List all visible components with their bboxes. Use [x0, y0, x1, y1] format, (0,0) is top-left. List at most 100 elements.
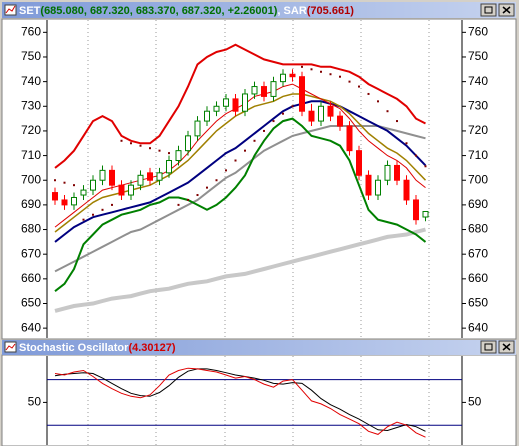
- overlay-line: [54, 117, 427, 292]
- sar-dot: [272, 120, 275, 123]
- candle-body: [194, 120, 201, 137]
- sar-dot: [310, 68, 313, 71]
- y-tick-label: 700: [21, 172, 41, 186]
- sar-dot: [291, 105, 294, 108]
- candle-body: [232, 98, 239, 112]
- candle-body: [71, 196, 77, 206]
- overlay-line: [54, 125, 426, 273]
- candle-body: [80, 189, 87, 196]
- y-tick-label: 700: [468, 172, 488, 186]
- sar-dot: [120, 139, 123, 142]
- candle-body: [289, 73, 296, 78]
- sar-dot: [73, 184, 75, 187]
- sar-dot: [415, 154, 417, 157]
- overlay-line: [54, 43, 426, 169]
- candle-body: [308, 110, 315, 122]
- y-tick-label: 650: [468, 296, 488, 310]
- title-bar: SET(685.080, 687.320, 683.370, 687.320, …: [2, 2, 516, 18]
- y-tick-label: 640: [21, 320, 41, 334]
- sar-dot: [149, 147, 151, 150]
- candle-body: [185, 135, 191, 152]
- oscillator-panel: [1, 354, 517, 446]
- close-button[interactable]: [498, 340, 515, 354]
- candle-body: [337, 115, 343, 127]
- sar-dot: [263, 129, 265, 132]
- candle-body: [242, 93, 248, 112]
- candle-body: [365, 174, 372, 196]
- y-tick-label: 760: [468, 24, 488, 38]
- candle-body: [213, 105, 220, 112]
- title: Stochastic Oscillator(4.30127): [19, 342, 176, 354]
- sar-dot: [396, 120, 398, 123]
- candle-body: [137, 174, 144, 186]
- title-part: Stochastic Oscillator: [19, 342, 129, 354]
- candle-body: [327, 105, 334, 117]
- sar-dot: [54, 179, 56, 182]
- y-tick-label: 50: [468, 395, 482, 409]
- sar-dot: [358, 85, 360, 88]
- sar-dot: [215, 179, 218, 182]
- candle-body: [156, 172, 163, 181]
- y-tick-label: 670: [21, 246, 41, 260]
- restore-button[interactable]: [480, 340, 497, 354]
- candle-body: [318, 105, 324, 122]
- y-tick-label: 720: [21, 123, 41, 137]
- candle-body: [270, 81, 277, 97]
- candle-body: [204, 110, 210, 122]
- sar-dot: [405, 142, 408, 145]
- sar-dot: [139, 144, 142, 147]
- y-tick-label: 680: [21, 222, 41, 236]
- candle-body: [384, 164, 391, 181]
- restore-button[interactable]: [480, 3, 497, 17]
- sar-dot: [234, 159, 237, 162]
- title: SET(685.080, 687.320, 683.370, 687.320, …: [19, 5, 354, 17]
- y-tick-label: 730: [468, 98, 488, 112]
- y-tick-label: 690: [468, 197, 488, 211]
- candle-body: [251, 86, 258, 95]
- candle-body: [128, 184, 134, 196]
- candle-body: [147, 172, 153, 181]
- candle-body: [109, 169, 115, 186]
- candle-body: [413, 199, 419, 221]
- close-button[interactable]: [498, 3, 515, 17]
- candle-body: [394, 164, 400, 181]
- sar-dot: [339, 75, 341, 78]
- y-tick-label: 660: [21, 271, 41, 285]
- sar-dot: [168, 152, 170, 155]
- y-tick-label: 740: [468, 74, 488, 88]
- title-part: (685.080, 687.320, 683.370, 687.320, +2.…: [40, 5, 277, 17]
- title-part: SET: [19, 5, 41, 17]
- sar-dot: [301, 65, 303, 68]
- sar-dot: [82, 218, 85, 221]
- sar-dot: [386, 110, 389, 113]
- candle-body: [90, 179, 96, 191]
- candle-body: [356, 150, 362, 176]
- title-part: (705.661): [307, 5, 354, 17]
- sar-dot: [92, 213, 94, 216]
- candle-body: [422, 210, 429, 218]
- y-tick-label: 670: [468, 246, 488, 260]
- y-tick-label: 710: [21, 148, 41, 162]
- sar-dot: [130, 142, 132, 145]
- sar-dot: [282, 112, 284, 115]
- sar-dot: [348, 80, 351, 83]
- sar-dot: [187, 198, 189, 201]
- y-tick-label: 760: [21, 24, 41, 38]
- candle-body: [99, 169, 106, 181]
- y-tick-label: 650: [21, 296, 41, 310]
- sar-dot: [158, 149, 161, 152]
- title-part: (4.30127): [128, 342, 175, 354]
- title-bar: Stochastic Oscillator(4.30127): [2, 340, 516, 355]
- sar-dot: [225, 169, 227, 172]
- sar-dot: [206, 186, 208, 189]
- sar-dot: [424, 165, 427, 168]
- y-tick-label: 680: [468, 222, 488, 236]
- sar-dot: [244, 149, 246, 152]
- sar-dot: [196, 194, 199, 197]
- y-tick-label: 730: [21, 98, 41, 112]
- candle-body: [61, 199, 68, 206]
- candle-body: [375, 179, 381, 196]
- y-tick-label: 660: [468, 271, 488, 285]
